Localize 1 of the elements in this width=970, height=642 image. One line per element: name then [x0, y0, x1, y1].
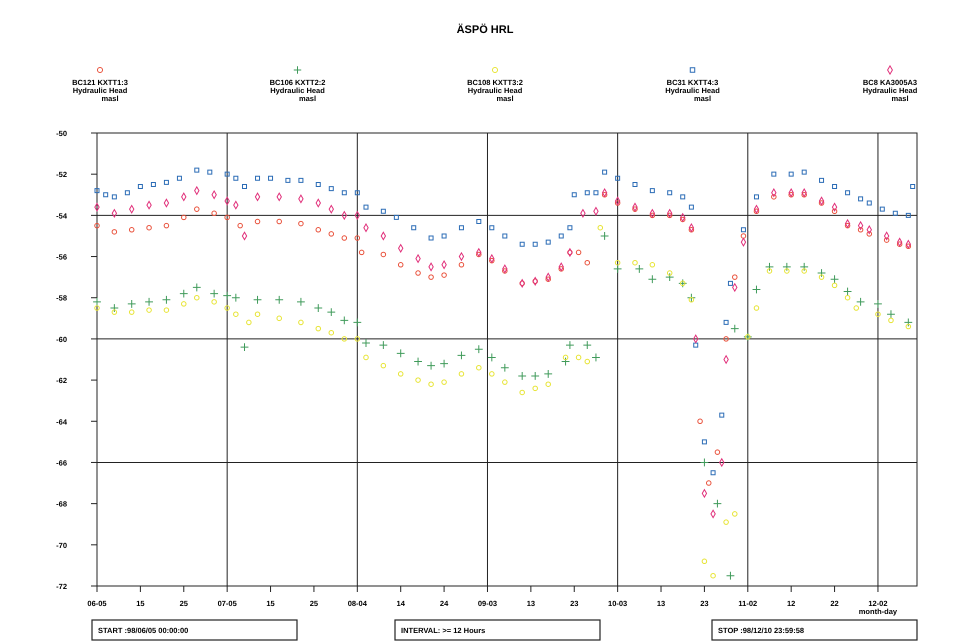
- chart-title: ÄSPÖ HRL: [456, 23, 514, 36]
